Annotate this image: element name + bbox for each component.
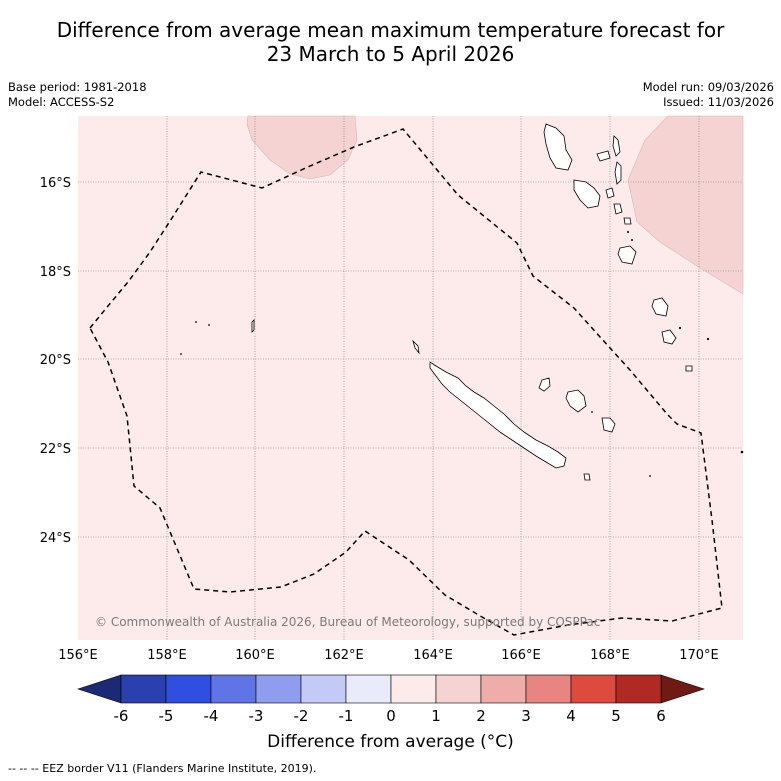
colorbar-segment [615,674,662,704]
lat-label: 18°S [40,265,71,280]
meta-right: Model run: 09/03/2026 Issued: 11/03/2026 [643,80,774,110]
chesterfield-reef [251,319,255,333]
colorbar-high-arrow [660,674,705,704]
lon-label: 158°E [147,648,187,663]
colorbar-tick-label: 6 [656,707,666,725]
colorbar-tick-label: -5 [159,707,174,725]
colorbar-segment [255,674,302,704]
model-name: Model: ACCESS-S2 [8,95,115,109]
latitude-labels: 16°S 18°S 20°S 22°S 24°S [40,176,71,546]
map-background [78,116,743,640]
colorbar-tick-label: -4 [204,707,219,725]
model-run: Model run: 09/03/2026 [642,80,774,94]
maewo-island [612,135,621,157]
lat-label: 16°S [40,176,71,191]
ouvea-island [538,377,551,392]
longitude-labels: 156°E 158°E 160°E 162°E 164°E 166°E 168°… [58,648,719,663]
colorbar-segment [120,674,167,704]
lat-label: 20°S [40,353,71,368]
colorbar-segment [480,674,527,704]
epi-island [613,203,623,215]
copyright-text: © Commonwealth of Australia 2026, Bureau… [95,615,600,629]
colorbar-segment [525,674,572,704]
ambae-island [596,150,611,162]
ambrym-island [605,187,615,199]
lifou-island [565,389,587,413]
colorbar: -6 -5 -4 -3 -2 -1 0 1 2 3 4 5 6 [77,674,705,725]
eez-border [89,128,723,636]
islands [251,123,693,481]
colorbar-segment [390,674,437,704]
colorbar-tick-label: 1 [431,707,441,725]
pentecost-island [614,161,622,185]
lon-label: 166°E [501,648,541,663]
lon-label: 168°E [590,648,630,663]
colorbar-tick-label: -1 [339,707,354,725]
grande-terre-island [429,361,567,469]
lat-label: 24°S [40,531,71,546]
lon-label: 164°E [413,648,453,663]
colorbar-segment [165,674,212,704]
base-period: Base period: 1981-2018 [8,80,147,94]
colorbar-segment [570,674,617,704]
aneityum-island [685,365,693,372]
lon-label: 160°E [235,648,275,663]
colorbar-low-arrow [77,674,122,704]
issued-date: Issued: 11/03/2026 [663,95,774,109]
colorbar-segment [300,674,347,704]
colorbar-tick-label: -6 [114,707,129,725]
colorbar-tick-label: -2 [294,707,309,725]
colorbar-tick-label: 0 [386,707,396,725]
lon-label: 156°E [58,648,98,663]
colorbar-label: Difference from average (°C) [267,732,514,752]
anomaly-region-northeast [627,115,744,295]
anomaly-region-north [246,115,358,180]
colorbar-tick-label: 2 [476,707,486,725]
colorbar-tick-label: 5 [611,707,621,725]
colorbar-tick-label: 4 [566,707,576,725]
belep-island [412,339,420,355]
tanna-island [661,329,677,345]
chart-title: Difference from average mean maximum tem… [0,18,781,66]
eez-legend: -- -- -- EEZ border V11 (Flanders Marine… [8,762,317,775]
lat-label: 22°S [40,442,71,457]
isle-of-pines [583,473,591,481]
erromango-island [651,297,669,317]
shepherd-islands [623,217,632,225]
small-islets [180,231,744,477]
colorbar-segment [435,674,482,704]
mare-island [601,417,616,433]
colorbar-segment [345,674,392,704]
title-line-1: Difference from average mean maximum tem… [56,18,725,42]
title-line-2: 23 March to 5 April 2026 [266,42,515,66]
lon-label: 170°E [679,648,719,663]
espiritu-santo-island [543,123,573,171]
colorbar-segment [210,674,257,704]
gridlines [78,116,743,640]
lon-label: 162°E [324,648,364,663]
efate-island [617,245,637,265]
malekula-island [573,179,601,209]
colorbar-tick-label: -3 [249,707,264,725]
colorbar-tick-label: 3 [521,707,531,725]
meta-left: Base period: 1981-2018 Model: ACCESS-S2 [8,80,147,110]
